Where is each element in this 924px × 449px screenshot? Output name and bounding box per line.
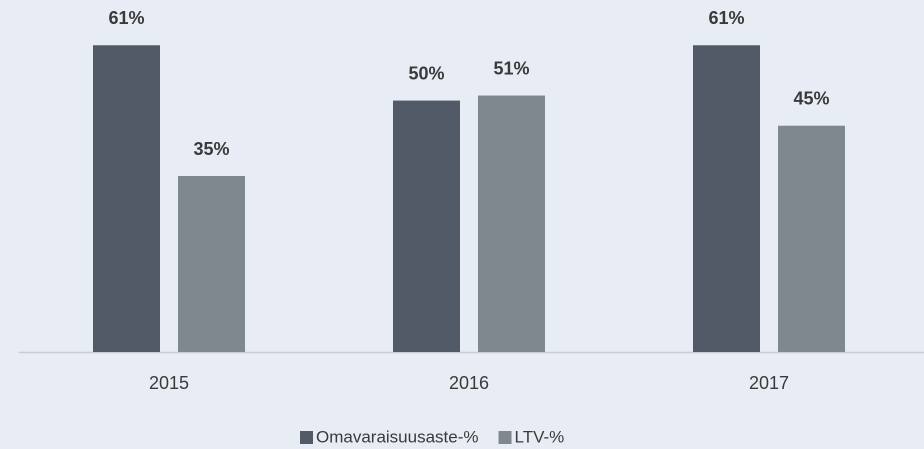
x-tick-label: 2017 [749,373,789,393]
bar [778,125,845,352]
legend-swatch [498,431,512,444]
value-label: 45% [793,88,829,108]
bar [693,45,760,352]
bar [478,95,545,353]
value-label: 61% [708,8,744,28]
x-tick-label: 2015 [149,373,189,393]
bar [93,45,160,352]
x-tick-label: 2016 [449,373,489,393]
bar [393,100,460,352]
bar [178,176,245,352]
value-label: 61% [108,8,144,28]
value-label: 50% [408,63,444,83]
legend-label: LTV-% [515,427,565,446]
legend-swatch [300,431,313,444]
value-label: 51% [493,58,529,78]
value-label: 35% [193,139,229,159]
legend-label: Omavaraisuusaste-% [316,427,479,446]
